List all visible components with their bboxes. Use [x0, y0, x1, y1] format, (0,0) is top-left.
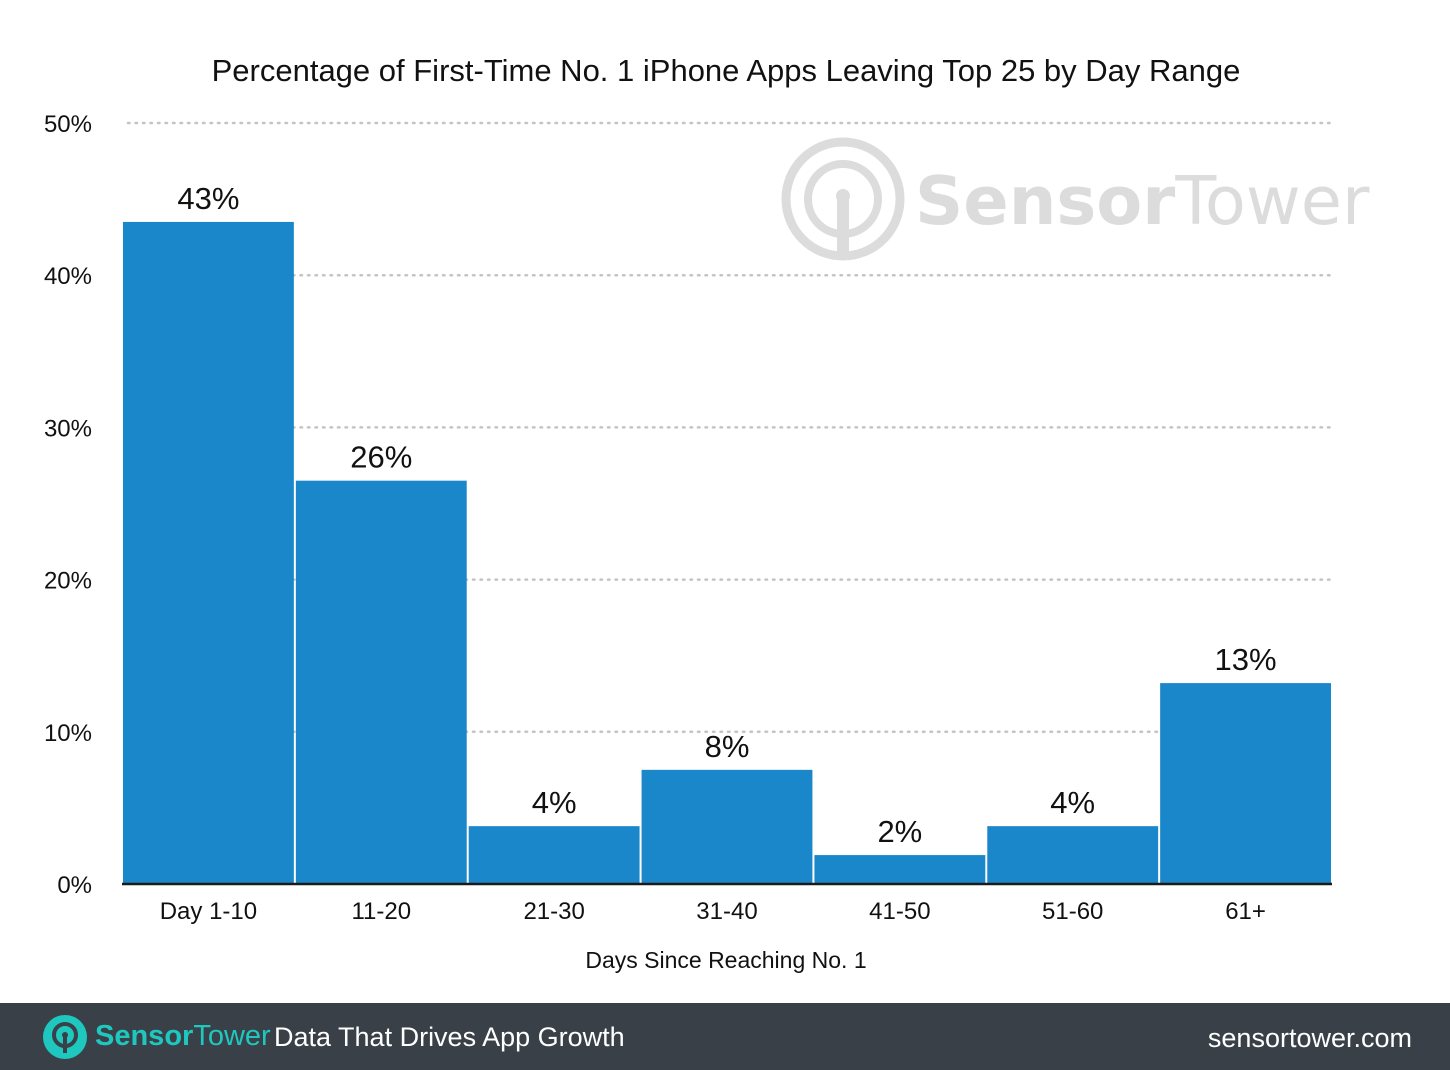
footer-brand: SensorTower [95, 1018, 271, 1054]
bar-data-label: 43% [177, 181, 239, 216]
footer-brand-bold: Sensor [95, 1020, 194, 1052]
bar-data-label: 8% [705, 729, 750, 764]
bar-data-label: 2% [877, 814, 922, 849]
sensortower-watermark-icon [781, 137, 905, 261]
footer-bar: SensorTower Data That Drives App Growth … [0, 1003, 1450, 1070]
bar-chart: Percentage of First-Time No. 1 iPhone Ap… [44, 53, 1370, 973]
y-tick-label: 20% [44, 568, 92, 595]
y-tick-label: 40% [44, 263, 92, 290]
y-tick-label: 10% [44, 720, 92, 747]
bar [1160, 683, 1331, 884]
bar [468, 826, 640, 884]
footer-website-link[interactable]: sensortower.com [1207, 1023, 1412, 1053]
x-tick-label: 31-40 [696, 898, 757, 925]
bar [295, 480, 467, 884]
x-tick-label: 41-50 [869, 898, 930, 925]
watermark-text-bold: Sensor [915, 162, 1175, 240]
y-tick-label: 0% [57, 872, 92, 899]
svg-text:SensorTower: SensorTower [915, 162, 1370, 240]
bar [814, 855, 986, 884]
y-axis-ticks: 0% 10% 20% 30% 40% 50% [44, 111, 92, 899]
y-tick-label: 30% [44, 415, 92, 442]
bar [641, 769, 813, 884]
bar-data-label: 13% [1215, 642, 1277, 677]
x-tick-label: Day 1-10 [160, 898, 257, 925]
bars [123, 221, 1331, 884]
footer-tagline: Data That Drives App Growth [274, 1022, 625, 1052]
footer-brand-light: Tower [193, 1020, 271, 1052]
bar [123, 221, 294, 884]
watermark-text-light: Tower [1174, 162, 1370, 240]
x-tick-label: 21-30 [523, 898, 584, 925]
x-tick-label: 11-20 [351, 898, 411, 925]
data-labels: 43% 26% 4% 8% 2% 4% 13% [177, 181, 1276, 849]
bar-data-label: 4% [532, 785, 577, 820]
sensortower-watermark: SensorTower [781, 137, 1370, 261]
chart-title: Percentage of First-Time No. 1 iPhone Ap… [212, 53, 1241, 88]
x-tick-label: 61+ [1225, 898, 1266, 925]
gridlines [126, 121, 1334, 734]
bar-data-label: 26% [350, 440, 412, 475]
bar-data-label: 4% [1050, 785, 1095, 820]
x-axis-title: Days Since Reaching No. 1 [585, 947, 866, 973]
y-tick-label: 50% [44, 111, 92, 138]
bar [987, 826, 1159, 884]
x-axis-ticks: Day 1-10 11-20 21-30 31-40 41-50 51-60 61+ [160, 898, 1266, 925]
x-tick-label: 51-60 [1042, 898, 1103, 925]
sensortower-logo-icon [43, 1015, 87, 1059]
